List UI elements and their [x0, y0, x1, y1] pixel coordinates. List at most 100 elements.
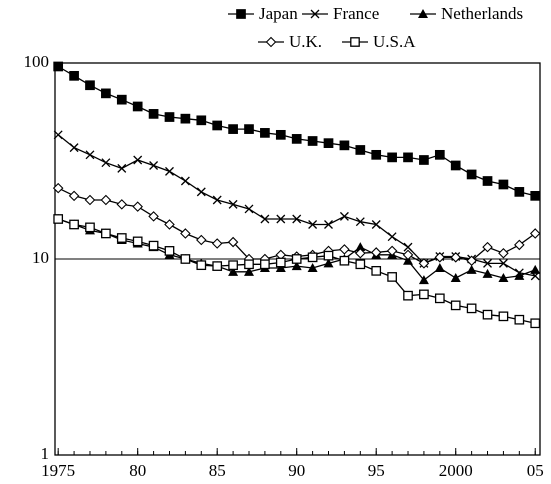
- marker: [116, 199, 128, 210]
- marker: [148, 109, 159, 119]
- marker: [434, 149, 445, 160]
- marker: [196, 234, 207, 246]
- marker: [116, 233, 127, 243]
- legend-marker: [265, 36, 277, 48]
- marker: [466, 255, 477, 266]
- legend-marker: [350, 37, 360, 47]
- legend-label: U.K.: [289, 32, 322, 51]
- marker: [164, 112, 175, 122]
- marker: [514, 187, 525, 197]
- marker: [530, 264, 541, 274]
- marker: [323, 250, 334, 261]
- marker: [292, 214, 302, 224]
- marker: [339, 211, 349, 221]
- legend-label: Japan: [259, 4, 298, 23]
- marker: [403, 152, 413, 163]
- marker: [434, 262, 445, 272]
- marker: [69, 219, 79, 230]
- marker: [434, 293, 445, 304]
- marker: [482, 176, 493, 186]
- marker: [498, 247, 509, 259]
- marker: [514, 270, 525, 280]
- marker: [530, 190, 541, 201]
- x-tick-label: 85: [209, 461, 226, 480]
- marker: [180, 228, 191, 239]
- marker: [148, 240, 159, 251]
- marker: [133, 155, 143, 165]
- marker: [529, 228, 541, 239]
- marker: [514, 239, 525, 251]
- marker: [196, 260, 207, 271]
- marker: [196, 115, 207, 126]
- marker: [180, 254, 191, 264]
- marker: [228, 260, 238, 271]
- marker: [275, 262, 286, 272]
- marker: [244, 266, 254, 276]
- marker: [355, 247, 366, 259]
- marker: [419, 289, 429, 300]
- x-tick-label: 1975: [41, 461, 75, 480]
- marker: [339, 140, 350, 151]
- x-tick-label: 80: [129, 461, 146, 480]
- marker: [339, 255, 350, 266]
- marker: [450, 160, 461, 171]
- marker: [355, 242, 366, 252]
- marker: [371, 149, 382, 160]
- legend-marker: [418, 9, 428, 18]
- marker: [101, 88, 111, 99]
- marker: [212, 195, 222, 205]
- marker: [323, 258, 334, 268]
- marker: [53, 61, 64, 72]
- marker: [180, 176, 190, 186]
- marker: [84, 194, 96, 206]
- marker: [165, 166, 174, 176]
- series-line: [57, 65, 536, 197]
- marker: [260, 259, 270, 270]
- legend-marker: [310, 9, 320, 19]
- marker: [228, 199, 238, 209]
- y-tick-label: 10: [32, 248, 49, 267]
- marker: [387, 272, 397, 282]
- marker: [450, 300, 461, 311]
- x-tick-label: 90: [288, 461, 305, 480]
- marker: [324, 220, 333, 229]
- marker: [85, 80, 95, 91]
- marker: [498, 272, 509, 282]
- marker: [228, 266, 239, 276]
- marker: [339, 244, 350, 255]
- marker: [466, 264, 477, 274]
- marker: [403, 242, 413, 252]
- marker: [149, 161, 159, 170]
- marker: [308, 220, 318, 229]
- marker: [291, 254, 302, 264]
- marker: [117, 163, 127, 173]
- marker: [132, 236, 143, 247]
- legend-entry: Netherlands: [410, 4, 523, 23]
- marker: [212, 261, 223, 271]
- marker: [100, 194, 112, 206]
- marker: [483, 258, 492, 268]
- marker: [323, 138, 334, 149]
- marker: [132, 101, 143, 112]
- marker: [387, 152, 397, 163]
- marker: [419, 155, 429, 165]
- marker: [370, 247, 382, 258]
- marker: [291, 261, 302, 271]
- marker: [275, 129, 286, 140]
- marker: [85, 150, 95, 160]
- marker: [402, 249, 414, 261]
- marker: [530, 318, 541, 329]
- marker: [212, 120, 223, 131]
- marker: [498, 258, 508, 268]
- marker: [482, 241, 493, 253]
- marker: [355, 145, 366, 155]
- marker: [148, 211, 159, 222]
- marker: [307, 262, 318, 272]
- marker: [275, 257, 286, 268]
- marker: [53, 214, 64, 224]
- x-tick-label: 2000: [439, 461, 473, 480]
- marker: [244, 124, 254, 134]
- marker: [132, 201, 143, 212]
- marker: [403, 255, 414, 265]
